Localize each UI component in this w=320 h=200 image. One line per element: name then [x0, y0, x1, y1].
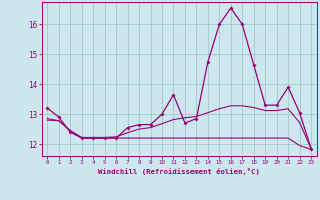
X-axis label: Windchill (Refroidissement éolien,°C): Windchill (Refroidissement éolien,°C): [98, 168, 260, 175]
